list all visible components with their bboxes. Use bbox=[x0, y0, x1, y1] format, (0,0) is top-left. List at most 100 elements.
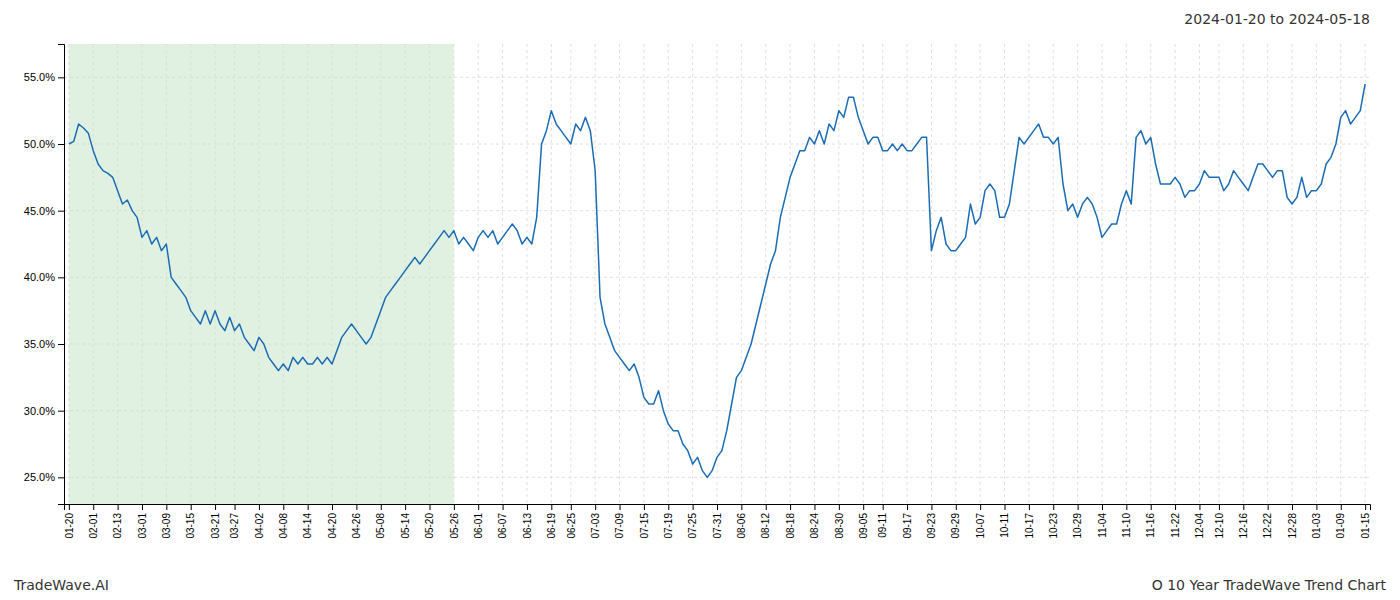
tick-mark bbox=[1151, 504, 1152, 510]
grid-line bbox=[1292, 44, 1293, 504]
grid-line bbox=[692, 44, 693, 504]
tick: 05-14 bbox=[400, 504, 411, 539]
tick-label: 06-07 bbox=[497, 513, 508, 539]
grid-line bbox=[1126, 44, 1127, 504]
tick: 35.0% bbox=[24, 338, 64, 350]
tick-label: 03-21 bbox=[210, 513, 221, 539]
tick-mark bbox=[1126, 504, 1127, 510]
tick-label: 05-14 bbox=[400, 513, 411, 539]
tick-label: 03-01 bbox=[137, 513, 148, 539]
grid-line bbox=[1267, 44, 1268, 504]
tick: 01-09 bbox=[1335, 504, 1346, 539]
tick: 50.0% bbox=[24, 138, 64, 150]
tick-label: 03-09 bbox=[161, 513, 172, 539]
tick: 12-16 bbox=[1238, 504, 1249, 539]
tick: 07-03 bbox=[590, 504, 601, 539]
tick-label: 03-27 bbox=[229, 513, 240, 539]
tick-mark bbox=[931, 504, 932, 510]
tick-label: 08-06 bbox=[736, 513, 747, 539]
tick-label: 11-16 bbox=[1145, 513, 1156, 538]
tick-mark bbox=[1341, 504, 1342, 510]
axis-line bbox=[58, 45, 65, 505]
tick: 04-02 bbox=[254, 504, 265, 539]
tick: 30.0% bbox=[24, 405, 64, 417]
tick-label: 10-29 bbox=[1072, 513, 1083, 539]
tick-label: 08-18 bbox=[785, 513, 796, 539]
tick: 01-15 bbox=[1360, 504, 1371, 539]
tick-mark bbox=[644, 504, 645, 510]
tick: 03-09 bbox=[161, 504, 172, 539]
grid-line bbox=[1028, 44, 1029, 504]
tick-mark bbox=[790, 504, 791, 510]
tick: 45.0% bbox=[24, 205, 64, 217]
tick-mark bbox=[980, 504, 981, 510]
grid-line bbox=[1243, 44, 1244, 504]
tick-mark bbox=[1365, 504, 1366, 510]
tick-label: 35.0% bbox=[24, 338, 55, 350]
tick-label: 08-24 bbox=[809, 513, 820, 539]
tick-mark bbox=[69, 504, 70, 510]
tick-mark bbox=[308, 504, 309, 510]
tick: 11-16 bbox=[1145, 504, 1156, 538]
tick-mark bbox=[58, 277, 64, 278]
tick-label: 10-07 bbox=[975, 513, 986, 539]
tick-label: 06-13 bbox=[522, 513, 533, 539]
tick-mark bbox=[766, 504, 767, 510]
tick: 06-19 bbox=[546, 504, 557, 539]
tick-mark bbox=[381, 504, 382, 510]
tick: 05-26 bbox=[449, 504, 460, 539]
tick-mark bbox=[215, 504, 216, 510]
tick: 12-22 bbox=[1262, 504, 1273, 539]
grid-line bbox=[595, 44, 596, 504]
tick-mark bbox=[1316, 504, 1317, 510]
tick: 08-18 bbox=[785, 504, 796, 539]
tick-mark bbox=[717, 504, 718, 510]
tick-label: 04-20 bbox=[327, 513, 338, 539]
tick-mark bbox=[527, 504, 528, 510]
tick: 55.0% bbox=[24, 71, 64, 83]
tick: 10-11 bbox=[999, 504, 1010, 538]
grid-line bbox=[1365, 44, 1366, 504]
tick-mark bbox=[356, 504, 357, 510]
tick: 25.0% bbox=[24, 471, 64, 483]
tick-label: 09-05 bbox=[858, 513, 869, 539]
tick-label: 01-15 bbox=[1360, 513, 1371, 539]
tick: 01-03 bbox=[1311, 504, 1322, 539]
tick-label: 10-17 bbox=[1024, 513, 1035, 539]
tick: 08-12 bbox=[760, 504, 771, 539]
tick-label: 12-10 bbox=[1214, 513, 1225, 539]
tick: 08-06 bbox=[736, 504, 747, 539]
grid-line bbox=[814, 44, 815, 504]
tick-mark bbox=[58, 344, 64, 345]
grid-line bbox=[1316, 44, 1317, 504]
tick-mark bbox=[839, 504, 840, 510]
tick: 07-09 bbox=[614, 504, 625, 539]
tick-label: 04-14 bbox=[302, 513, 313, 539]
tick-label: 04-08 bbox=[278, 513, 289, 539]
tick-label: 05-08 bbox=[375, 513, 386, 539]
grid-line bbox=[1218, 44, 1219, 504]
tick: 12-28 bbox=[1287, 504, 1298, 539]
tick-mark bbox=[259, 504, 260, 510]
tick-label: 04-02 bbox=[254, 513, 265, 539]
tick-label: 55.0% bbox=[24, 71, 55, 83]
tick: 09-11 bbox=[877, 504, 888, 538]
tick: 06-25 bbox=[566, 504, 577, 539]
tick-mark bbox=[1029, 504, 1030, 510]
grid-line bbox=[668, 44, 669, 504]
tick-mark bbox=[118, 504, 119, 510]
tick-label: 50.0% bbox=[24, 138, 55, 150]
tick: 10-17 bbox=[1024, 504, 1035, 539]
grid-line bbox=[790, 44, 791, 504]
tick-label: 07-15 bbox=[639, 513, 650, 539]
tick-mark bbox=[1005, 504, 1006, 510]
marks bbox=[69, 44, 1365, 504]
tick-mark bbox=[551, 504, 552, 510]
grid-line bbox=[882, 44, 883, 504]
grid-line bbox=[1175, 44, 1176, 504]
grid-line bbox=[478, 44, 479, 504]
tick-label: 01-03 bbox=[1311, 513, 1322, 539]
tick: 04-14 bbox=[302, 504, 313, 539]
annotation: TradeWave.AI bbox=[13, 577, 109, 593]
tick-label: 07-19 bbox=[663, 513, 674, 539]
